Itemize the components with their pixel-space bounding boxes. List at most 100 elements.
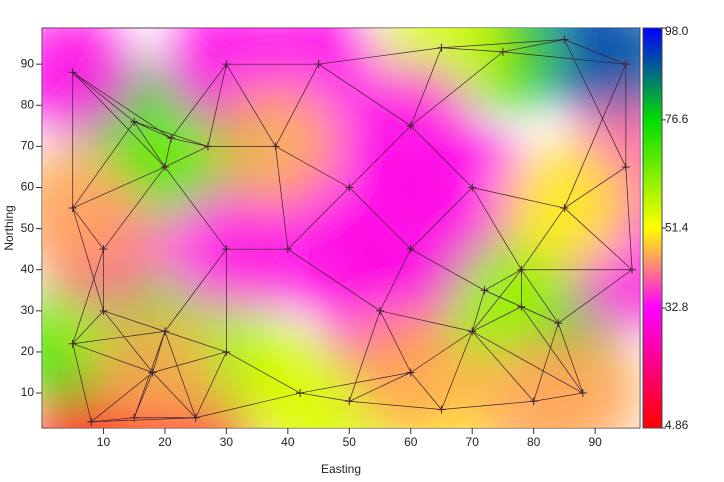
mesh-edge: [164, 331, 196, 418]
sample-point: [99, 245, 108, 254]
color-tick-label: 51.4: [665, 220, 689, 234]
sample-point: [130, 413, 139, 422]
mesh-edge: [379, 310, 473, 332]
sample-point: [222, 60, 231, 69]
sample-point: [437, 43, 446, 52]
mesh-edge: [72, 121, 135, 209]
sample-point: [517, 302, 526, 311]
mesh-edge: [471, 290, 485, 332]
mesh-edge: [471, 187, 522, 270]
mesh-edge: [318, 63, 411, 127]
mesh-edge: [170, 137, 209, 147]
y-tick-label: 80: [21, 97, 35, 111]
mesh-edge: [72, 72, 135, 123]
mesh-edge: [410, 125, 473, 188]
mesh-edge: [564, 39, 626, 65]
y-tick-label: 10: [21, 385, 35, 399]
mesh-edge: [533, 392, 583, 402]
mesh-edge: [72, 207, 104, 311]
mesh-edge: [348, 310, 381, 402]
x-tick-label: 70: [466, 435, 480, 449]
mesh-edge: [300, 392, 350, 402]
sample-point: [148, 368, 157, 377]
mesh-edge: [521, 207, 565, 270]
sample-point: [345, 183, 354, 192]
y-tick-label: 60: [21, 180, 35, 194]
y-tick-label: 20: [21, 344, 35, 358]
color-tick-label: 76.6: [665, 112, 689, 126]
y-tick-label: 70: [21, 139, 35, 153]
mesh-edge: [502, 51, 626, 65]
sample-point: [621, 162, 630, 171]
mesh-edge: [72, 166, 166, 209]
mesh-edge: [410, 331, 473, 373]
sample-point: [628, 265, 637, 274]
sample-point: [296, 389, 305, 398]
mesh-edge: [133, 121, 166, 168]
sample-point: [160, 327, 169, 336]
mesh-edge: [472, 187, 565, 209]
mesh-edge: [441, 39, 565, 49]
mesh-edge: [410, 187, 473, 250]
mesh-edge: [164, 138, 172, 168]
mesh-edge: [152, 331, 166, 373]
sample-point: [203, 142, 212, 151]
sample-point: [376, 306, 385, 315]
mesh-edge: [441, 400, 534, 410]
mesh-edge: [275, 64, 319, 147]
mesh-edge: [379, 310, 412, 373]
sample-point: [437, 405, 446, 414]
mesh-edge: [349, 125, 412, 188]
mesh-edge: [103, 166, 166, 250]
sample-point: [406, 368, 415, 377]
x-tick-label: 50: [343, 435, 357, 449]
mesh-edge: [91, 417, 196, 423]
y-tick-label: 50: [21, 221, 35, 235]
mesh-edge: [90, 372, 153, 423]
color-tick-label: 4.86: [665, 418, 689, 432]
mesh-edge: [72, 207, 104, 250]
mesh-edge: [170, 63, 227, 139]
mesh-edge: [558, 269, 633, 324]
mesh-edge: [349, 372, 411, 402]
mesh-edge: [207, 64, 227, 147]
sample-point: [271, 142, 280, 151]
x-tick-label: 90: [588, 435, 602, 449]
mesh-edge: [72, 72, 166, 168]
x-axis-label: Easting: [321, 462, 361, 476]
x-tick-label: 60: [404, 435, 418, 449]
mesh-edge: [410, 47, 442, 126]
color-tick-label: 98.0: [665, 24, 689, 38]
sample-point: [314, 60, 323, 69]
sample-point: [578, 389, 587, 398]
mesh-edge: [441, 47, 503, 53]
mesh-edge: [195, 351, 227, 418]
mesh: [68, 35, 637, 426]
mesh-edge: [502, 39, 565, 53]
mesh-edge: [164, 331, 227, 353]
mesh-edge: [441, 331, 473, 410]
mesh-edge: [564, 166, 627, 209]
mesh-edge: [195, 392, 301, 419]
sample-point: [222, 245, 231, 254]
sample-blob: [563, 28, 640, 127]
mesh-edge: [134, 121, 172, 139]
mesh-edge: [564, 64, 627, 209]
sample-point: [406, 245, 415, 254]
mesh-edge: [557, 323, 584, 394]
mesh-edge: [72, 310, 104, 344]
mesh-edge: [564, 207, 633, 270]
mesh-edge: [133, 372, 153, 418]
mesh-edge: [318, 47, 442, 65]
sample-point: [99, 306, 108, 315]
sample-point: [560, 35, 569, 44]
sample-blob: [42, 28, 135, 135]
sample-blob: [520, 331, 640, 428]
mesh-edge: [287, 248, 381, 312]
sample-point: [345, 397, 354, 406]
mesh-edge: [349, 400, 442, 410]
mesh-edge: [410, 51, 504, 127]
mesh-edge: [72, 331, 165, 345]
mesh-edge: [72, 249, 104, 344]
mesh-edge: [164, 146, 209, 168]
